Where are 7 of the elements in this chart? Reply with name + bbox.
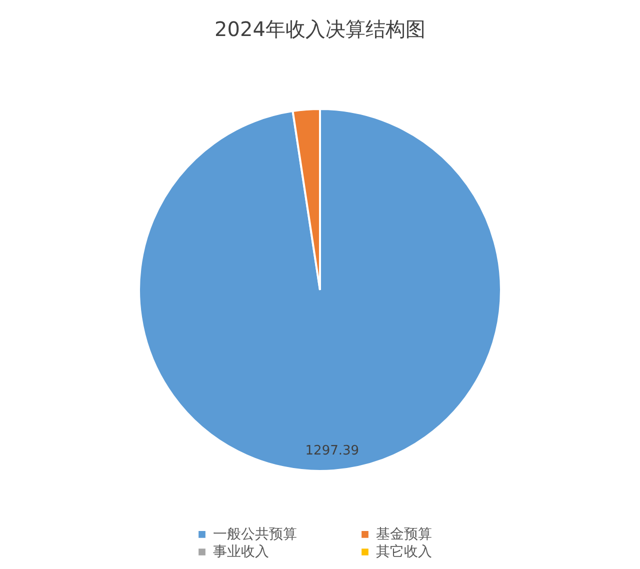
legend-label: 一般公共预算 (213, 526, 297, 542)
legend-label: 其它收入 (376, 544, 432, 560)
chart-title: 2024年收入决算结构图 (214, 17, 426, 41)
data-label: 1297.39 (305, 444, 360, 459)
legend-label: 事业收入 (213, 544, 269, 560)
pie-slice (138, 108, 502, 472)
legend-label: 基金预算 (376, 526, 432, 542)
